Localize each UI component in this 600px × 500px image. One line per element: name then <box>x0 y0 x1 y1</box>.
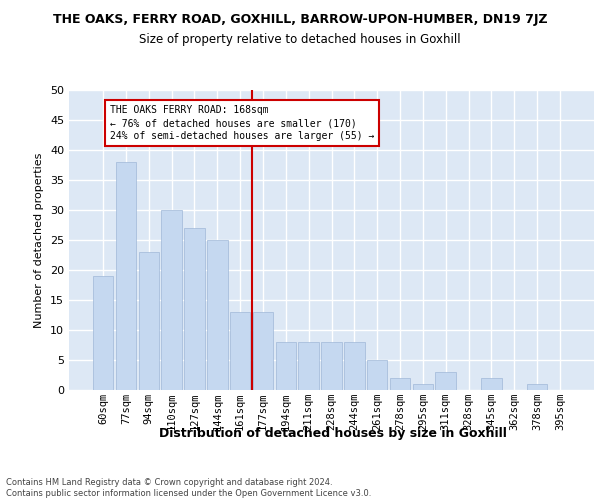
Bar <box>161 210 182 390</box>
Bar <box>413 384 433 390</box>
Text: Size of property relative to detached houses in Goxhill: Size of property relative to detached ho… <box>139 32 461 46</box>
Bar <box>116 162 136 390</box>
Bar <box>390 378 410 390</box>
Bar <box>527 384 547 390</box>
Bar <box>367 360 388 390</box>
Bar <box>481 378 502 390</box>
Bar <box>275 342 296 390</box>
Text: Distribution of detached houses by size in Goxhill: Distribution of detached houses by size … <box>159 428 507 440</box>
Bar <box>436 372 456 390</box>
Text: THE OAKS FERRY ROAD: 168sqm
← 76% of detached houses are smaller (170)
24% of se: THE OAKS FERRY ROAD: 168sqm ← 76% of det… <box>110 105 374 142</box>
Text: THE OAKS, FERRY ROAD, GOXHILL, BARROW-UPON-HUMBER, DN19 7JZ: THE OAKS, FERRY ROAD, GOXHILL, BARROW-UP… <box>53 12 547 26</box>
Bar <box>230 312 250 390</box>
Bar <box>321 342 342 390</box>
Bar <box>139 252 159 390</box>
Y-axis label: Number of detached properties: Number of detached properties <box>34 152 44 328</box>
Bar <box>253 312 273 390</box>
Bar <box>184 228 205 390</box>
Bar <box>298 342 319 390</box>
Bar <box>207 240 227 390</box>
Text: Contains HM Land Registry data © Crown copyright and database right 2024.
Contai: Contains HM Land Registry data © Crown c… <box>6 478 371 498</box>
Bar <box>93 276 113 390</box>
Bar <box>344 342 365 390</box>
